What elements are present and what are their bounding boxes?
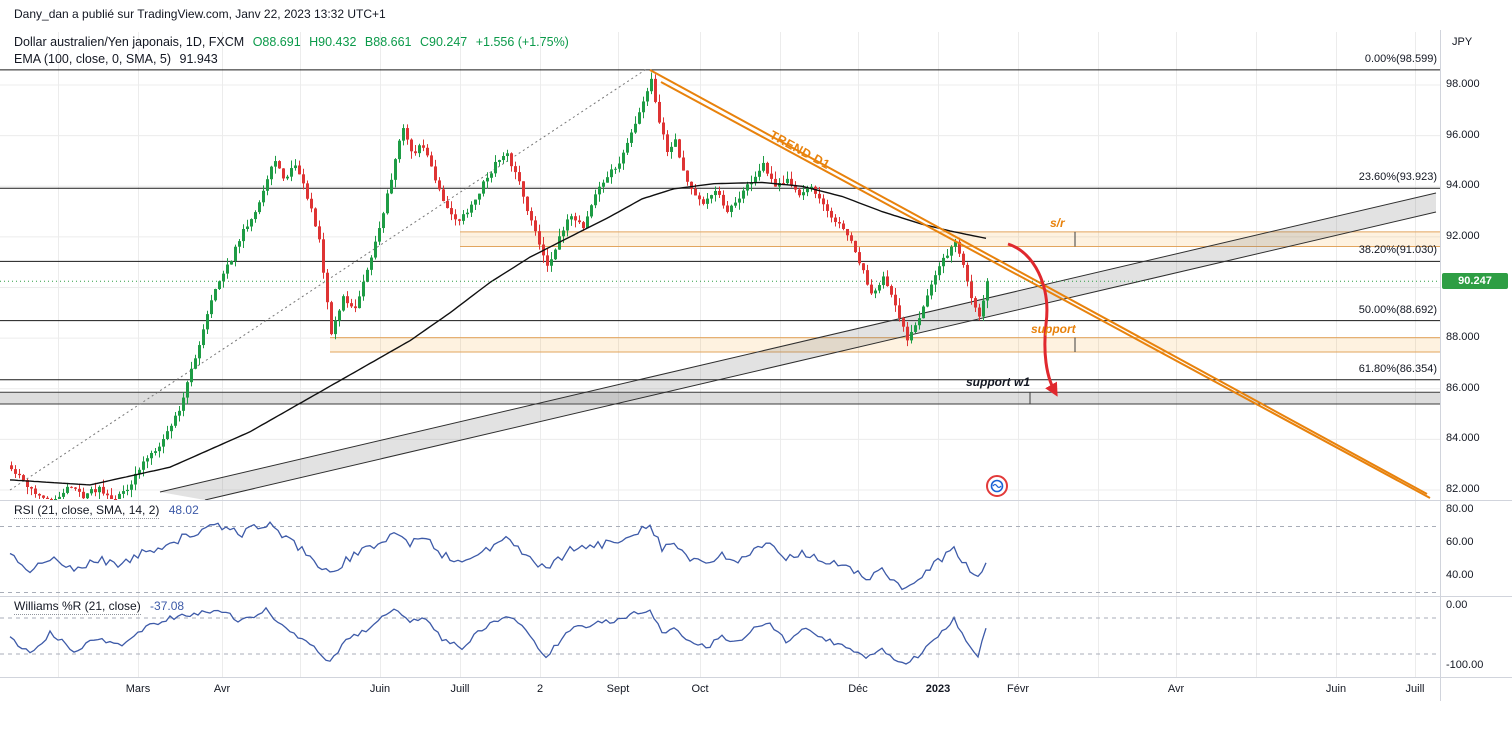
grid-layer: [0, 32, 1440, 677]
price-axis-currency: JPY: [1452, 36, 1473, 48]
support-zone-label[interactable]: support: [1031, 322, 1076, 336]
time-axis-label: Juin: [369, 683, 391, 695]
ema-label: EMA (100, close, 0, SMA, 5): [14, 52, 172, 66]
rsi-axis-label: 60.00: [1446, 536, 1474, 548]
price-axis-label: 94.000: [1446, 179, 1480, 192]
fib-level-label: 61.80%(86.354): [1358, 362, 1437, 375]
ohlc-high: H90.432: [309, 35, 357, 49]
candles-layer: [10, 72, 989, 500]
gray-channel[interactable]: [159, 192, 1437, 501]
fib-level-label: 50.00%(88.692): [1358, 303, 1437, 316]
williams-axis-label: 0.00: [1446, 599, 1468, 611]
time-axis-label: Oct: [691, 683, 709, 695]
price-axis-label: 84.000: [1446, 432, 1480, 445]
time-axis-label: Mars: [125, 683, 151, 695]
rsi-legend[interactable]: RSI (21, close, SMA, 14, 2) 48.02: [14, 503, 199, 519]
ema-line[interactable]: [9, 181, 987, 486]
fib-level-label: 38.20%(91.030): [1358, 244, 1437, 257]
ohlc-low: B88.661: [364, 35, 412, 49]
time-axis-label: Avr: [213, 683, 231, 695]
williams-line[interactable]: [9, 606, 987, 665]
time-axis-label: 2: [536, 683, 544, 695]
publish-text: Dany_dan a publié sur TradingView.com, J…: [14, 7, 386, 21]
time-axis-label: Déc: [848, 683, 868, 695]
fib-lines-layer[interactable]: [0, 69, 1440, 381]
williams-value: -37.08: [150, 599, 185, 613]
trend-d1-line-1[interactable]: [649, 69, 1428, 495]
williams-legend[interactable]: Williams %R (21, close) -37.08: [14, 599, 185, 615]
time-axis-label: Févr: [1007, 683, 1029, 695]
sr-zone-label[interactable]: s/r: [1050, 216, 1065, 230]
last-price-badge: 90.247: [1442, 273, 1508, 290]
rsi-line[interactable]: [9, 521, 987, 591]
williams-axis-label: -100.00: [1446, 659, 1484, 671]
price-axis-label: 82.000: [1446, 483, 1480, 495]
projection-arrow[interactable]: [1007, 242, 1058, 397]
price-axis-label: 92.000: [1446, 229, 1480, 242]
rsi-label: RSI (21, close, SMA, 14, 2): [14, 503, 160, 519]
williams-label: Williams %R (21, close): [14, 599, 141, 615]
publisher-avatar-icon[interactable]: [986, 475, 1008, 497]
ema-legend[interactable]: EMA (100, close, 0, SMA, 5) 91.943: [14, 52, 223, 66]
time-axis-label: Juill: [450, 683, 470, 695]
symbol-legend[interactable]: Dollar australien/Yen japonais, 1D, FXCM…: [14, 35, 574, 49]
time-axis-label: Juin: [1325, 683, 1347, 695]
ohlc-change: +1.556 (+1.75%): [475, 35, 569, 49]
time-axis-label: Sept: [606, 683, 630, 695]
footer-bar: TradingView: [0, 706, 1512, 739]
price-axis-label: 88.000: [1446, 331, 1480, 344]
price-axis-label: 98.000: [1446, 78, 1480, 90]
symbol-title: Dollar australien/Yen japonais, 1D, FXCM: [14, 35, 245, 49]
fib-level-label: 23.60%(93.923): [1358, 171, 1437, 184]
ema-value: 91.943: [179, 52, 218, 66]
fib-level-label: 0.00%(98.599): [1364, 52, 1437, 65]
time-axis-label: Avr: [1167, 683, 1185, 695]
rsi-axis-label: 40.00: [1446, 569, 1474, 581]
rsi-value: 48.02: [168, 503, 199, 517]
time-axis-label: Juill: [1405, 683, 1425, 695]
price-axis-label: 96.000: [1446, 128, 1480, 141]
publish-info: Dany_dan a publié sur TradingView.com, J…: [14, 7, 386, 21]
ohlc-close: C90.247: [419, 35, 468, 49]
ohlc-open: O88.691: [252, 35, 301, 49]
support-w1-label[interactable]: support w1: [966, 375, 1031, 389]
time-axis-label: 2023: [925, 683, 951, 695]
rsi-axis-label: 80.00: [1446, 503, 1474, 515]
price-axis-label: 86.000: [1446, 381, 1480, 394]
